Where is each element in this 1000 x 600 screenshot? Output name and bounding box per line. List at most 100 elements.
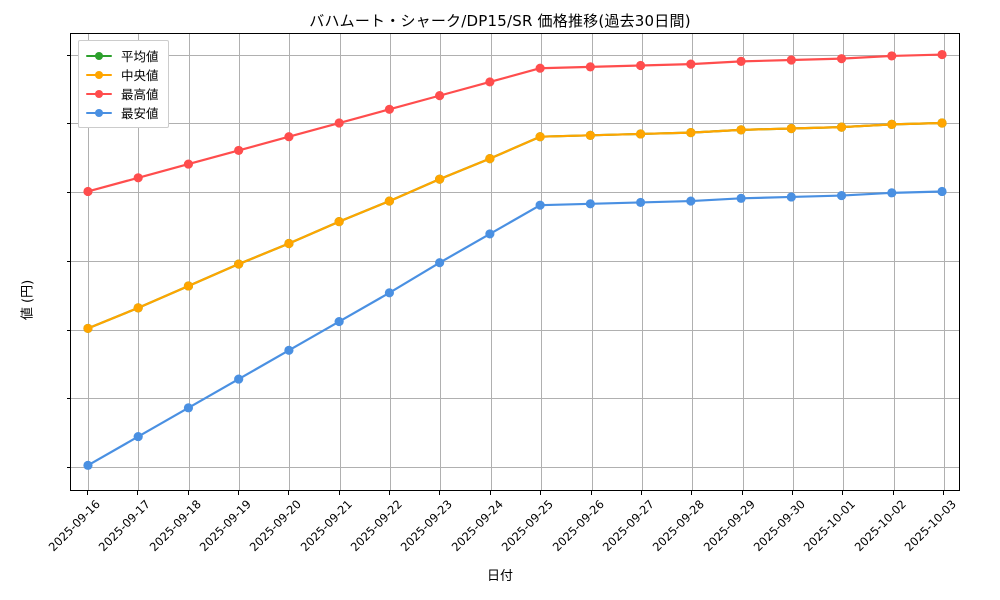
legend-item-平均値[interactable]: 平均値: [86, 46, 159, 65]
data-point: [535, 200, 545, 210]
legend-label: 最高値: [121, 87, 159, 102]
series-最安値: [83, 186, 947, 470]
x-axis-tick-mark: [791, 491, 793, 495]
x-axis-tick-mark: [691, 491, 693, 495]
data-point: [435, 174, 445, 184]
x-axis-tick-mark: [943, 491, 944, 495]
x-axis-tick-label: 2025-10-02: [851, 497, 909, 555]
x-axis-tick-mark: [87, 491, 88, 495]
data-point: [937, 118, 947, 128]
data-point: [786, 55, 796, 65]
data-point: [183, 281, 194, 291]
x-axis-tick-label: 2025-09-17: [96, 497, 154, 555]
data-point: [435, 258, 445, 268]
legend-label: 平均値: [121, 49, 159, 64]
data-point: [133, 432, 143, 442]
data-point: [636, 129, 646, 139]
data-point: [284, 132, 294, 142]
data-point: [937, 49, 947, 60]
data-point: [535, 132, 545, 142]
x-axis-tick-label: 2025-09-20: [247, 497, 305, 555]
x-axis-tick-mark: [338, 491, 340, 495]
data-point: [384, 104, 394, 114]
series-最高値: [83, 49, 947, 197]
legend-swatch-icon: [86, 107, 112, 119]
x-axis-tick-label: 2025-09-18: [146, 497, 204, 555]
x-axis-tick-label: 2025-09-16: [45, 497, 103, 555]
data-point: [83, 460, 93, 470]
y-axis-tick-mark: [67, 54, 71, 56]
x-axis-tick-label: 2025-09-30: [750, 497, 808, 555]
legend-item-最安値[interactable]: 最安値: [86, 103, 159, 122]
x-axis-tick-label: 2025-09-21: [297, 497, 355, 555]
x-axis-tick-mark: [540, 491, 542, 495]
plot-area: [67, 33, 960, 491]
data-point: [284, 345, 294, 355]
y-axis-tick-mark: [67, 467, 71, 469]
x-axis-tick-mark: [640, 491, 642, 495]
data-point: [836, 54, 847, 64]
data-point: [133, 303, 143, 313]
x-axis-tick-label: 2025-09-28: [649, 497, 708, 555]
data-point: [786, 192, 796, 202]
x-axis-tick-label: 2025-09-26: [549, 497, 607, 555]
data-point: [83, 186, 93, 197]
data-point: [686, 196, 696, 206]
data-point: [183, 403, 194, 413]
data-point: [284, 238, 294, 249]
data-point: [736, 125, 746, 135]
legend-label: 中央値: [121, 68, 159, 83]
x-axis-tick-label: 2025-09-22: [347, 497, 406, 555]
data-point: [234, 259, 244, 269]
series-line: [86, 121, 944, 330]
x-axis-tick-mark: [590, 491, 592, 495]
y-axis-tick-mark: [67, 123, 71, 125]
data-point: [636, 60, 646, 71]
data-point: [485, 154, 495, 164]
x-axis-tick-label: 2025-09-24: [448, 497, 506, 555]
data-point: [83, 323, 93, 333]
data-point: [887, 119, 897, 129]
x-axis-tick-label: 2025-09-29: [700, 497, 758, 555]
y-axis-tick-mark: [67, 329, 71, 331]
data-point: [234, 145, 244, 155]
legend-item-中央値[interactable]: 中央値: [86, 65, 159, 84]
y-axis-tick-mark: [67, 260, 71, 262]
x-axis-tick-label: 2025-09-25: [498, 497, 557, 555]
series-line: [86, 190, 944, 467]
data-point: [686, 59, 696, 69]
x-axis-tick-mark: [288, 491, 290, 495]
data-point: [585, 62, 595, 72]
chart-title: バハムート・シャーク/DP15/SR 価格推移(過去30日間): [309, 12, 691, 30]
x-axis-tick-mark: [137, 491, 139, 495]
legend-swatch-icon: [86, 69, 112, 81]
data-point: [736, 193, 746, 203]
data-point: [535, 63, 545, 73]
data-point: [636, 197, 646, 208]
data-point: [585, 199, 595, 209]
data-point: [384, 288, 394, 298]
legend-item-最高値[interactable]: 最高値: [86, 84, 159, 103]
y-axis-tick-mark: [67, 192, 71, 194]
legend-swatch-icon: [86, 50, 112, 62]
data-point: [234, 374, 244, 384]
data-point: [485, 77, 495, 87]
x-axis-tick-label: 2025-09-19: [196, 497, 254, 555]
data-point: [334, 118, 344, 128]
data-point: [334, 217, 344, 227]
data-point: [887, 188, 897, 198]
data-point: [786, 123, 796, 134]
data-point: [384, 196, 394, 206]
x-axis-tick-mark: [892, 491, 894, 495]
data-point: [887, 51, 897, 61]
series-平均値: [83, 118, 947, 333]
chart-legend[interactable]: 平均値中央値最高値 最安値: [78, 40, 169, 128]
y-axis-tick-mark: [67, 398, 71, 400]
x-axis-tick-label: 2025-10-03: [901, 497, 959, 555]
data-point: [836, 191, 847, 201]
x-axis-label: 日付: [486, 569, 513, 584]
data-point: [937, 186, 947, 197]
data-point: [736, 56, 746, 66]
legend-swatch-icon: [86, 88, 112, 100]
